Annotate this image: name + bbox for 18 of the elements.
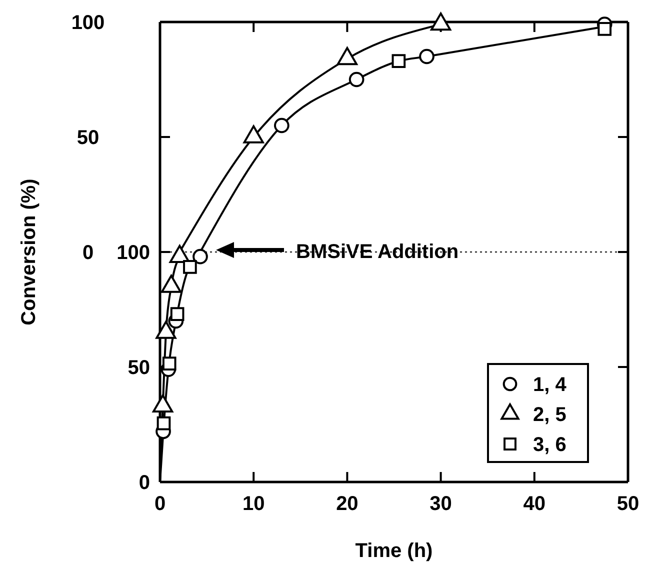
y-tick-label: 50 (76, 127, 100, 149)
x-axis-title: Time (h) (355, 540, 433, 562)
y-tick-label: 0 (82, 242, 94, 264)
x-tick-label: 0 (154, 493, 166, 515)
annotation: BMSiVE Addition (296, 241, 459, 263)
y-tick-label: 100 (71, 12, 105, 34)
legend-label: 1, 4 (533, 374, 568, 396)
legend-label: 2, 5 (533, 404, 566, 426)
y-tick-label: 0 (138, 472, 150, 494)
x-tick-label: 40 (523, 493, 546, 515)
x-tick-label: 20 (336, 493, 358, 515)
x-tick-label: 10 (242, 493, 265, 515)
x-tick-label: 30 (430, 493, 452, 515)
x-tick-label: 50 (616, 493, 640, 515)
y-tick-label: 100 (116, 242, 150, 264)
legend-label: 3, 6 (533, 434, 566, 456)
y-tick-label: 50 (128, 357, 150, 379)
y-axis-title: Conversion (%) (18, 178, 40, 326)
